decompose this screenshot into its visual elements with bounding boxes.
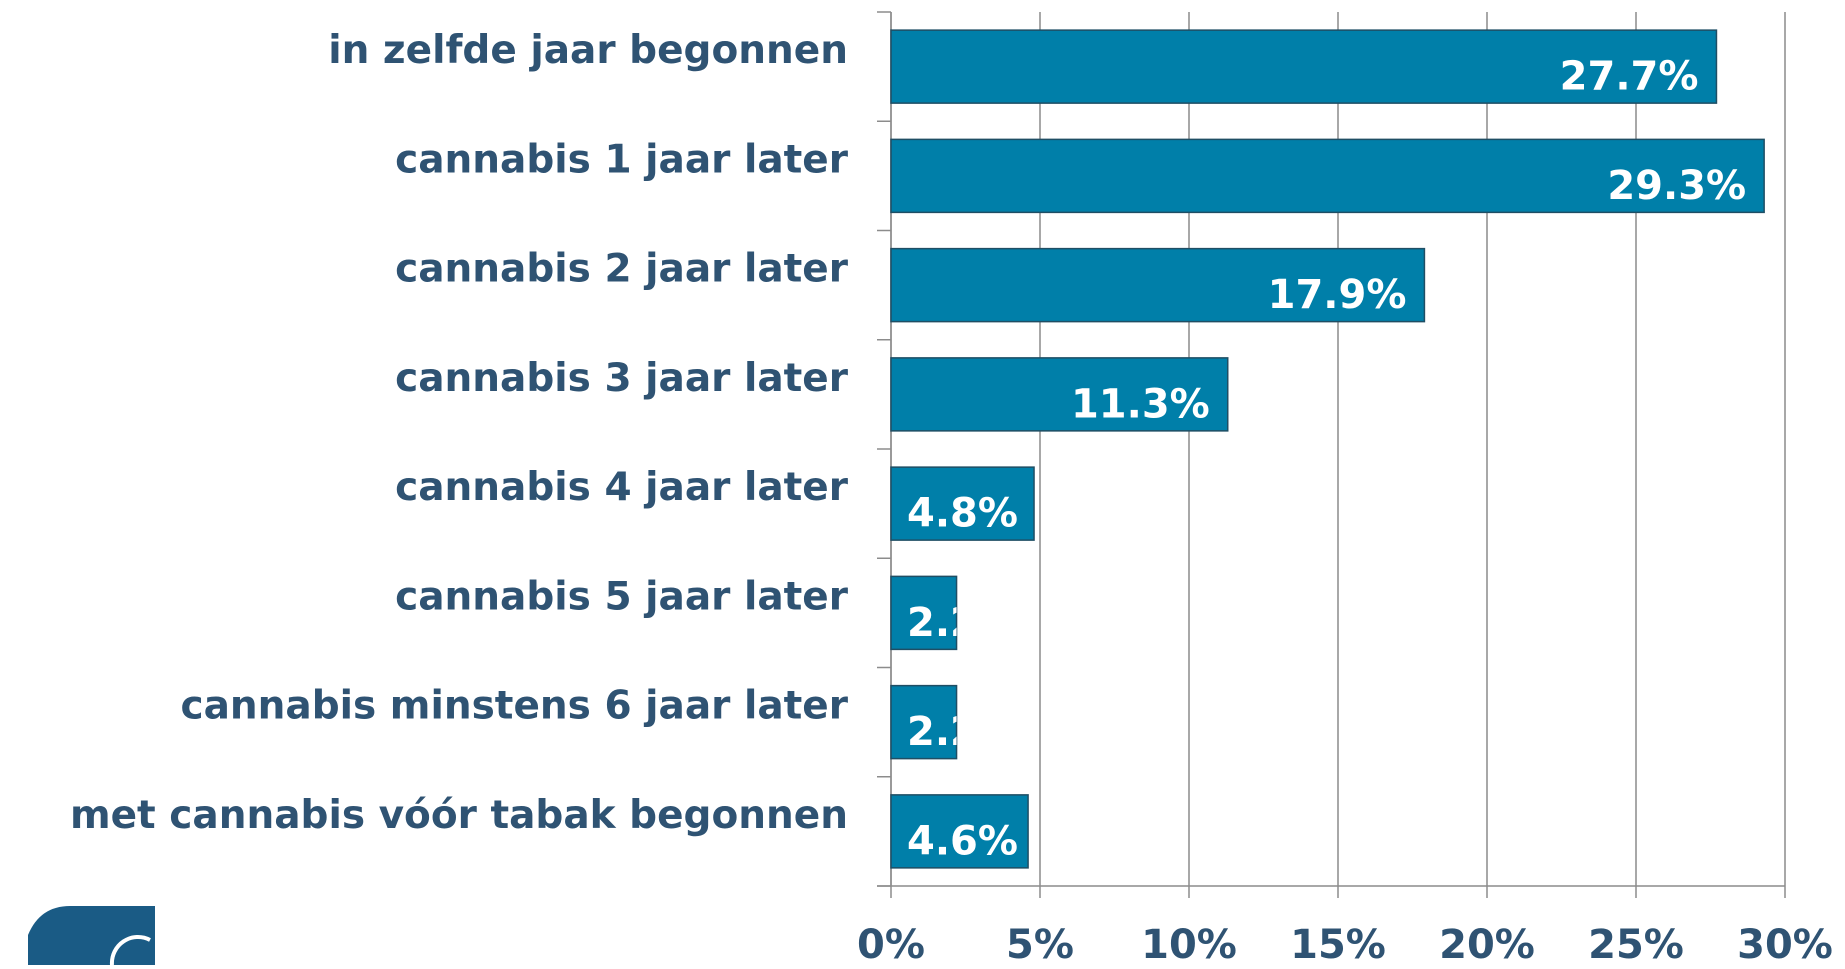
value-label: 11.3% xyxy=(1071,381,1210,427)
y-tick-label: cannabis 1 jaar later xyxy=(395,137,849,182)
x-tick-label: 30% xyxy=(1737,922,1833,965)
bar xyxy=(890,794,1029,869)
bar xyxy=(890,138,1765,214)
x-tick-label: 25% xyxy=(1588,922,1684,965)
bar xyxy=(890,357,1229,432)
x-tick-label: 0% xyxy=(857,922,925,965)
x-tick-label: 5% xyxy=(1006,922,1074,965)
y-tick-label: met cannabis vóór tabak begonnen xyxy=(70,793,848,838)
x-tick-label: 10% xyxy=(1141,922,1237,965)
y-tick-label: cannabis minstens 6 jaar later xyxy=(180,684,848,729)
x-tick-label: 15% xyxy=(1290,922,1386,965)
bar xyxy=(890,247,1426,323)
y-tick-label: cannabis 2 jaar later xyxy=(395,247,849,292)
value-label: 29.3% xyxy=(1607,163,1746,209)
bar xyxy=(890,575,958,651)
bar xyxy=(890,684,958,760)
value-label: 2.2% xyxy=(907,600,1018,646)
logo xyxy=(28,906,155,966)
bar xyxy=(890,466,1035,541)
y-tick-label: cannabis 5 jaar later xyxy=(395,574,849,619)
value-label: 4.6% xyxy=(907,818,1018,864)
bar xyxy=(890,29,1718,104)
value-label: 27.7% xyxy=(1560,54,1699,100)
x-tick-label: 20% xyxy=(1439,922,1535,965)
y-tick-label: cannabis 3 jaar later xyxy=(395,356,849,401)
y-tick-label: cannabis 4 jaar later xyxy=(395,465,849,510)
value-label: 2.2% xyxy=(907,709,1018,755)
y-tick-label: in zelfde jaar begonnen xyxy=(328,28,848,73)
value-label: 4.8% xyxy=(907,491,1018,537)
value-label: 17.9% xyxy=(1268,272,1407,318)
